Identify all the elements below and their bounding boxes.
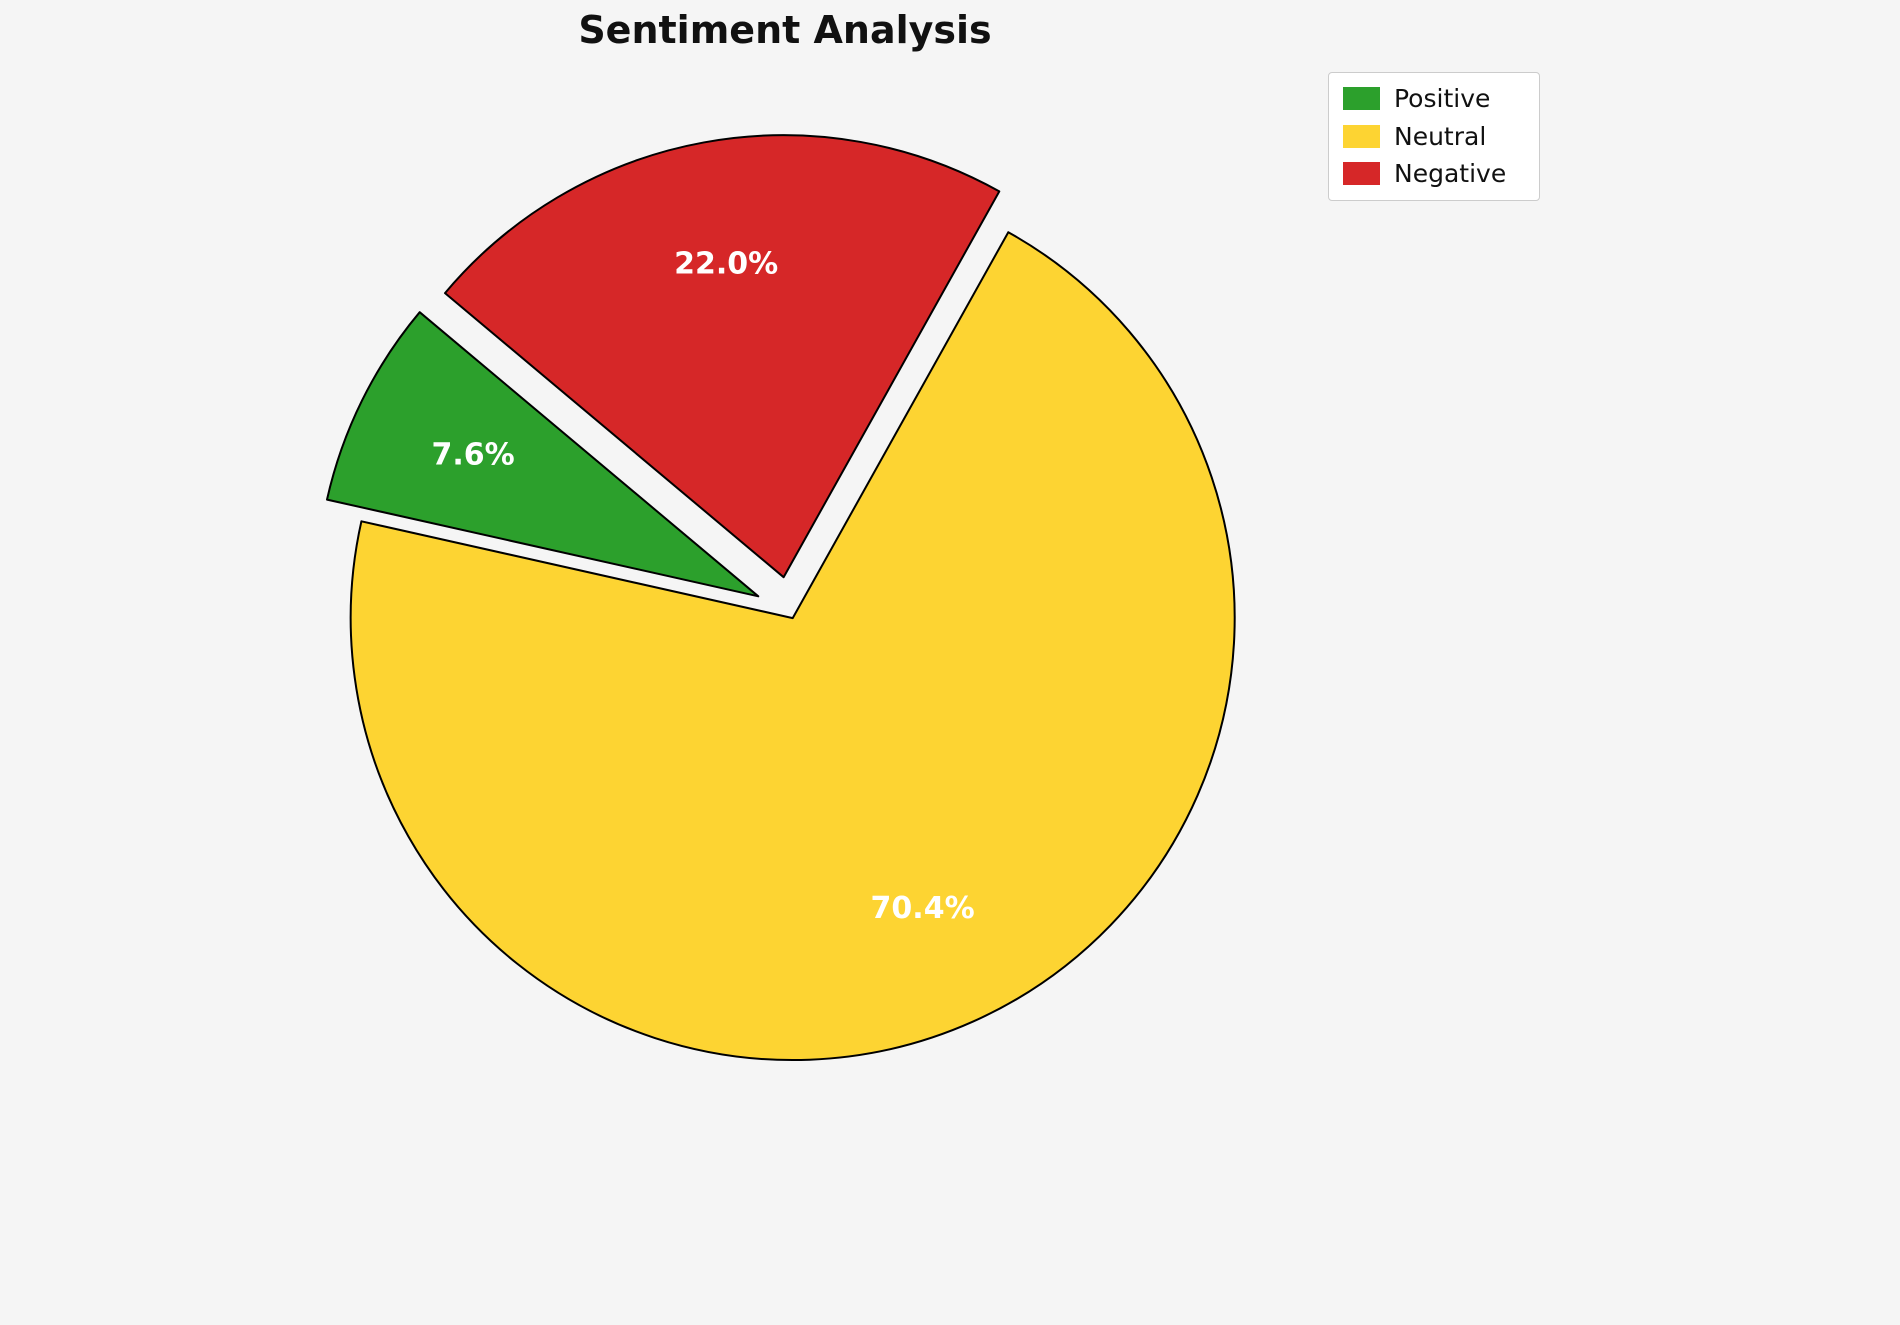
legend-item-neutral: Neutral <box>1343 121 1525 151</box>
pie-slice-negative <box>444 134 1001 579</box>
legend: Positive Neutral Negative <box>1328 72 1540 201</box>
legend-label-positive: Positive <box>1394 84 1491 113</box>
legend-swatch-negative <box>1343 162 1380 186</box>
legend-label-neutral: Neutral <box>1394 121 1487 151</box>
legend-label-negative: Negative <box>1394 159 1507 188</box>
pie-label-neutral: 70.4% <box>871 891 975 926</box>
legend-item-positive: Positive <box>1343 85 1525 113</box>
legend-item-negative: Negative <box>1343 160 1525 188</box>
pie-slice-neutral <box>349 231 1236 1061</box>
pie-label-positive: 7.6% <box>431 438 514 473</box>
legend-swatch-neutral <box>1343 124 1380 148</box>
chart-title: Sentiment Analysis <box>578 8 992 52</box>
pie-label-negative: 22.0% <box>674 247 778 282</box>
pie-slice-positive <box>326 311 760 598</box>
legend-swatch-positive <box>1343 87 1380 111</box>
